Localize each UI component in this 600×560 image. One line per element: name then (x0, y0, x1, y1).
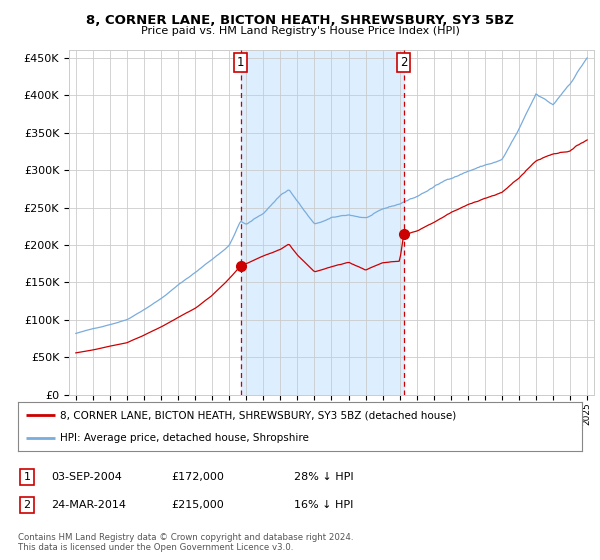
Text: £172,000: £172,000 (171, 472, 224, 482)
Text: 03-SEP-2004: 03-SEP-2004 (51, 472, 122, 482)
Text: Contains HM Land Registry data © Crown copyright and database right 2024.: Contains HM Land Registry data © Crown c… (18, 533, 353, 542)
Text: 2: 2 (400, 55, 407, 68)
Text: HPI: Average price, detached house, Shropshire: HPI: Average price, detached house, Shro… (60, 433, 309, 444)
Text: 1: 1 (23, 472, 31, 482)
Bar (241, 50, 404, 395)
Text: 1: 1 (237, 55, 244, 68)
Text: 8, CORNER LANE, BICTON HEATH, SHREWSBURY, SY3 5BZ (detached house): 8, CORNER LANE, BICTON HEATH, SHREWSBURY… (60, 410, 457, 421)
Text: 16% ↓ HPI: 16% ↓ HPI (294, 500, 353, 510)
Text: 28% ↓ HPI: 28% ↓ HPI (294, 472, 353, 482)
Text: This data is licensed under the Open Government Licence v3.0.: This data is licensed under the Open Gov… (18, 543, 293, 552)
Text: 24-MAR-2014: 24-MAR-2014 (51, 500, 126, 510)
Text: Price paid vs. HM Land Registry's House Price Index (HPI): Price paid vs. HM Land Registry's House … (140, 26, 460, 36)
Text: 8, CORNER LANE, BICTON HEATH, SHREWSBURY, SY3 5BZ: 8, CORNER LANE, BICTON HEATH, SHREWSBURY… (86, 14, 514, 27)
Text: £215,000: £215,000 (171, 500, 224, 510)
Text: 2: 2 (23, 500, 31, 510)
